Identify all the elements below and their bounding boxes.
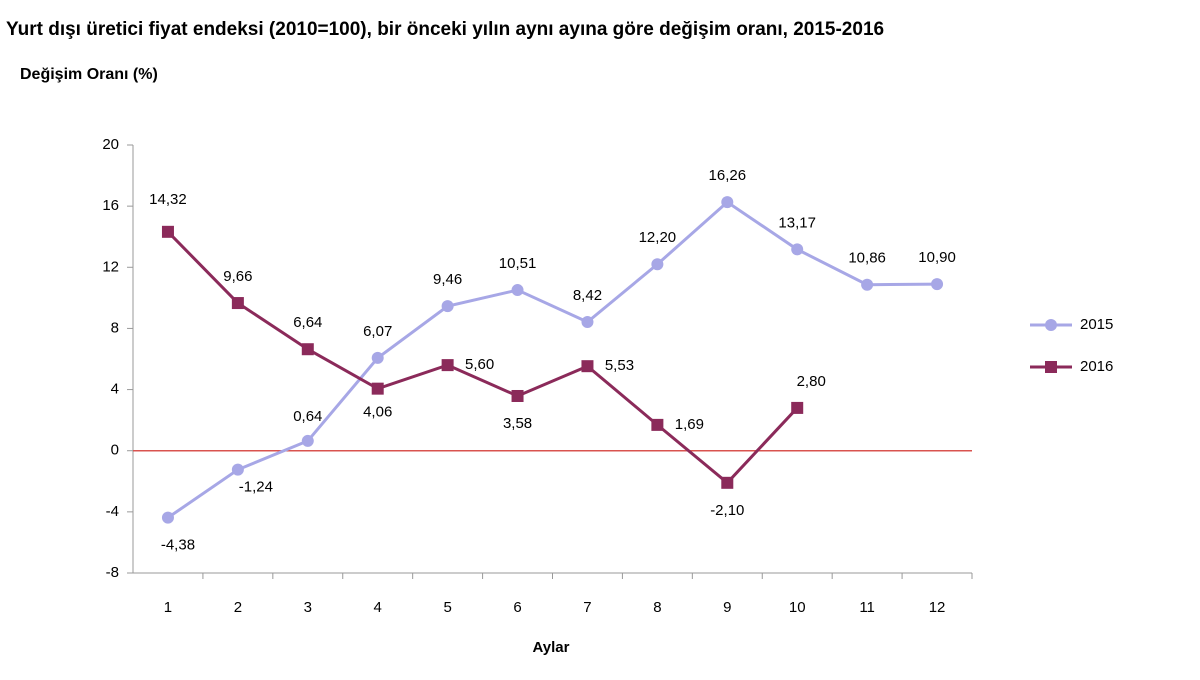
data-label: 2,80 xyxy=(797,373,826,390)
marker xyxy=(721,196,734,209)
marker xyxy=(231,297,244,310)
marker xyxy=(161,225,174,238)
marker xyxy=(1045,319,1057,331)
marker xyxy=(721,476,734,489)
data-label: -4,38 xyxy=(161,537,195,554)
marker xyxy=(161,511,174,524)
data-label: 10,86 xyxy=(848,250,886,267)
legend-label: 2016 xyxy=(1080,358,1113,375)
data-label: -2,10 xyxy=(710,502,744,519)
data-label: 9,66 xyxy=(223,268,252,285)
x-tick-label: 9 xyxy=(723,599,731,616)
data-label: 0,64 xyxy=(293,408,322,425)
data-label: 5,60 xyxy=(465,356,494,373)
data-label: 10,90 xyxy=(918,249,956,266)
data-label: 14,32 xyxy=(149,191,187,208)
x-tick-label: 7 xyxy=(583,599,591,616)
marker xyxy=(581,316,594,329)
y-tick-label: 4 xyxy=(111,381,119,398)
y-tick-label: 12 xyxy=(102,258,119,275)
data-label: 16,26 xyxy=(709,167,747,184)
x-tick-label: 6 xyxy=(513,599,521,616)
data-label: 3,58 xyxy=(503,415,532,432)
marker xyxy=(371,351,384,364)
y-tick-label: 0 xyxy=(111,442,119,459)
marker xyxy=(791,243,804,256)
marker xyxy=(231,463,244,476)
marker xyxy=(861,278,874,291)
data-label: 4,06 xyxy=(363,404,392,421)
x-tick-label: 12 xyxy=(929,599,946,616)
series-line xyxy=(167,200,938,519)
y-tick-label: 8 xyxy=(111,319,119,336)
data-label: 9,46 xyxy=(433,271,462,288)
y-tick-label: -8 xyxy=(106,564,119,581)
marker xyxy=(301,343,314,356)
data-label: 12,20 xyxy=(639,229,677,246)
marker xyxy=(651,258,664,271)
x-axis-label: Aylar xyxy=(533,639,570,656)
x-tick-label: 2 xyxy=(234,599,242,616)
x-tick-label: 8 xyxy=(653,599,661,616)
data-label: 5,53 xyxy=(605,357,634,374)
marker xyxy=(511,284,524,297)
marker xyxy=(441,359,454,372)
y-tick-label: 16 xyxy=(102,197,119,214)
data-label: 13,17 xyxy=(778,214,816,231)
chart-title: Yurt dışı üretici fiyat endeksi (2010=10… xyxy=(6,19,884,40)
y-tick-label: -4 xyxy=(106,503,119,520)
marker xyxy=(511,389,524,402)
data-label: 8,42 xyxy=(573,287,602,304)
x-tick-label: 3 xyxy=(304,599,312,616)
marker xyxy=(1045,361,1057,373)
y-axis-label: Değişim Oranı (%) xyxy=(20,66,158,83)
legend-label: 2015 xyxy=(1080,316,1113,333)
x-tick-label: 5 xyxy=(443,599,451,616)
data-label: 10,51 xyxy=(499,255,537,272)
data-label: 6,64 xyxy=(293,314,322,331)
data-label: 1,69 xyxy=(675,416,704,433)
data-label: -1,24 xyxy=(239,479,273,496)
marker xyxy=(931,278,944,291)
marker xyxy=(791,401,804,414)
x-tick-label: 10 xyxy=(789,599,806,616)
marker xyxy=(581,360,594,373)
x-tick-label: 1 xyxy=(164,599,172,616)
data-label: 6,07 xyxy=(363,323,392,340)
x-tick-label: 4 xyxy=(374,599,382,616)
marker xyxy=(441,300,454,313)
series-line xyxy=(166,230,799,485)
x-tick-label: 11 xyxy=(859,599,875,616)
marker xyxy=(371,382,384,395)
marker xyxy=(651,418,664,431)
y-tick-label: 20 xyxy=(102,136,119,153)
marker xyxy=(301,434,314,447)
